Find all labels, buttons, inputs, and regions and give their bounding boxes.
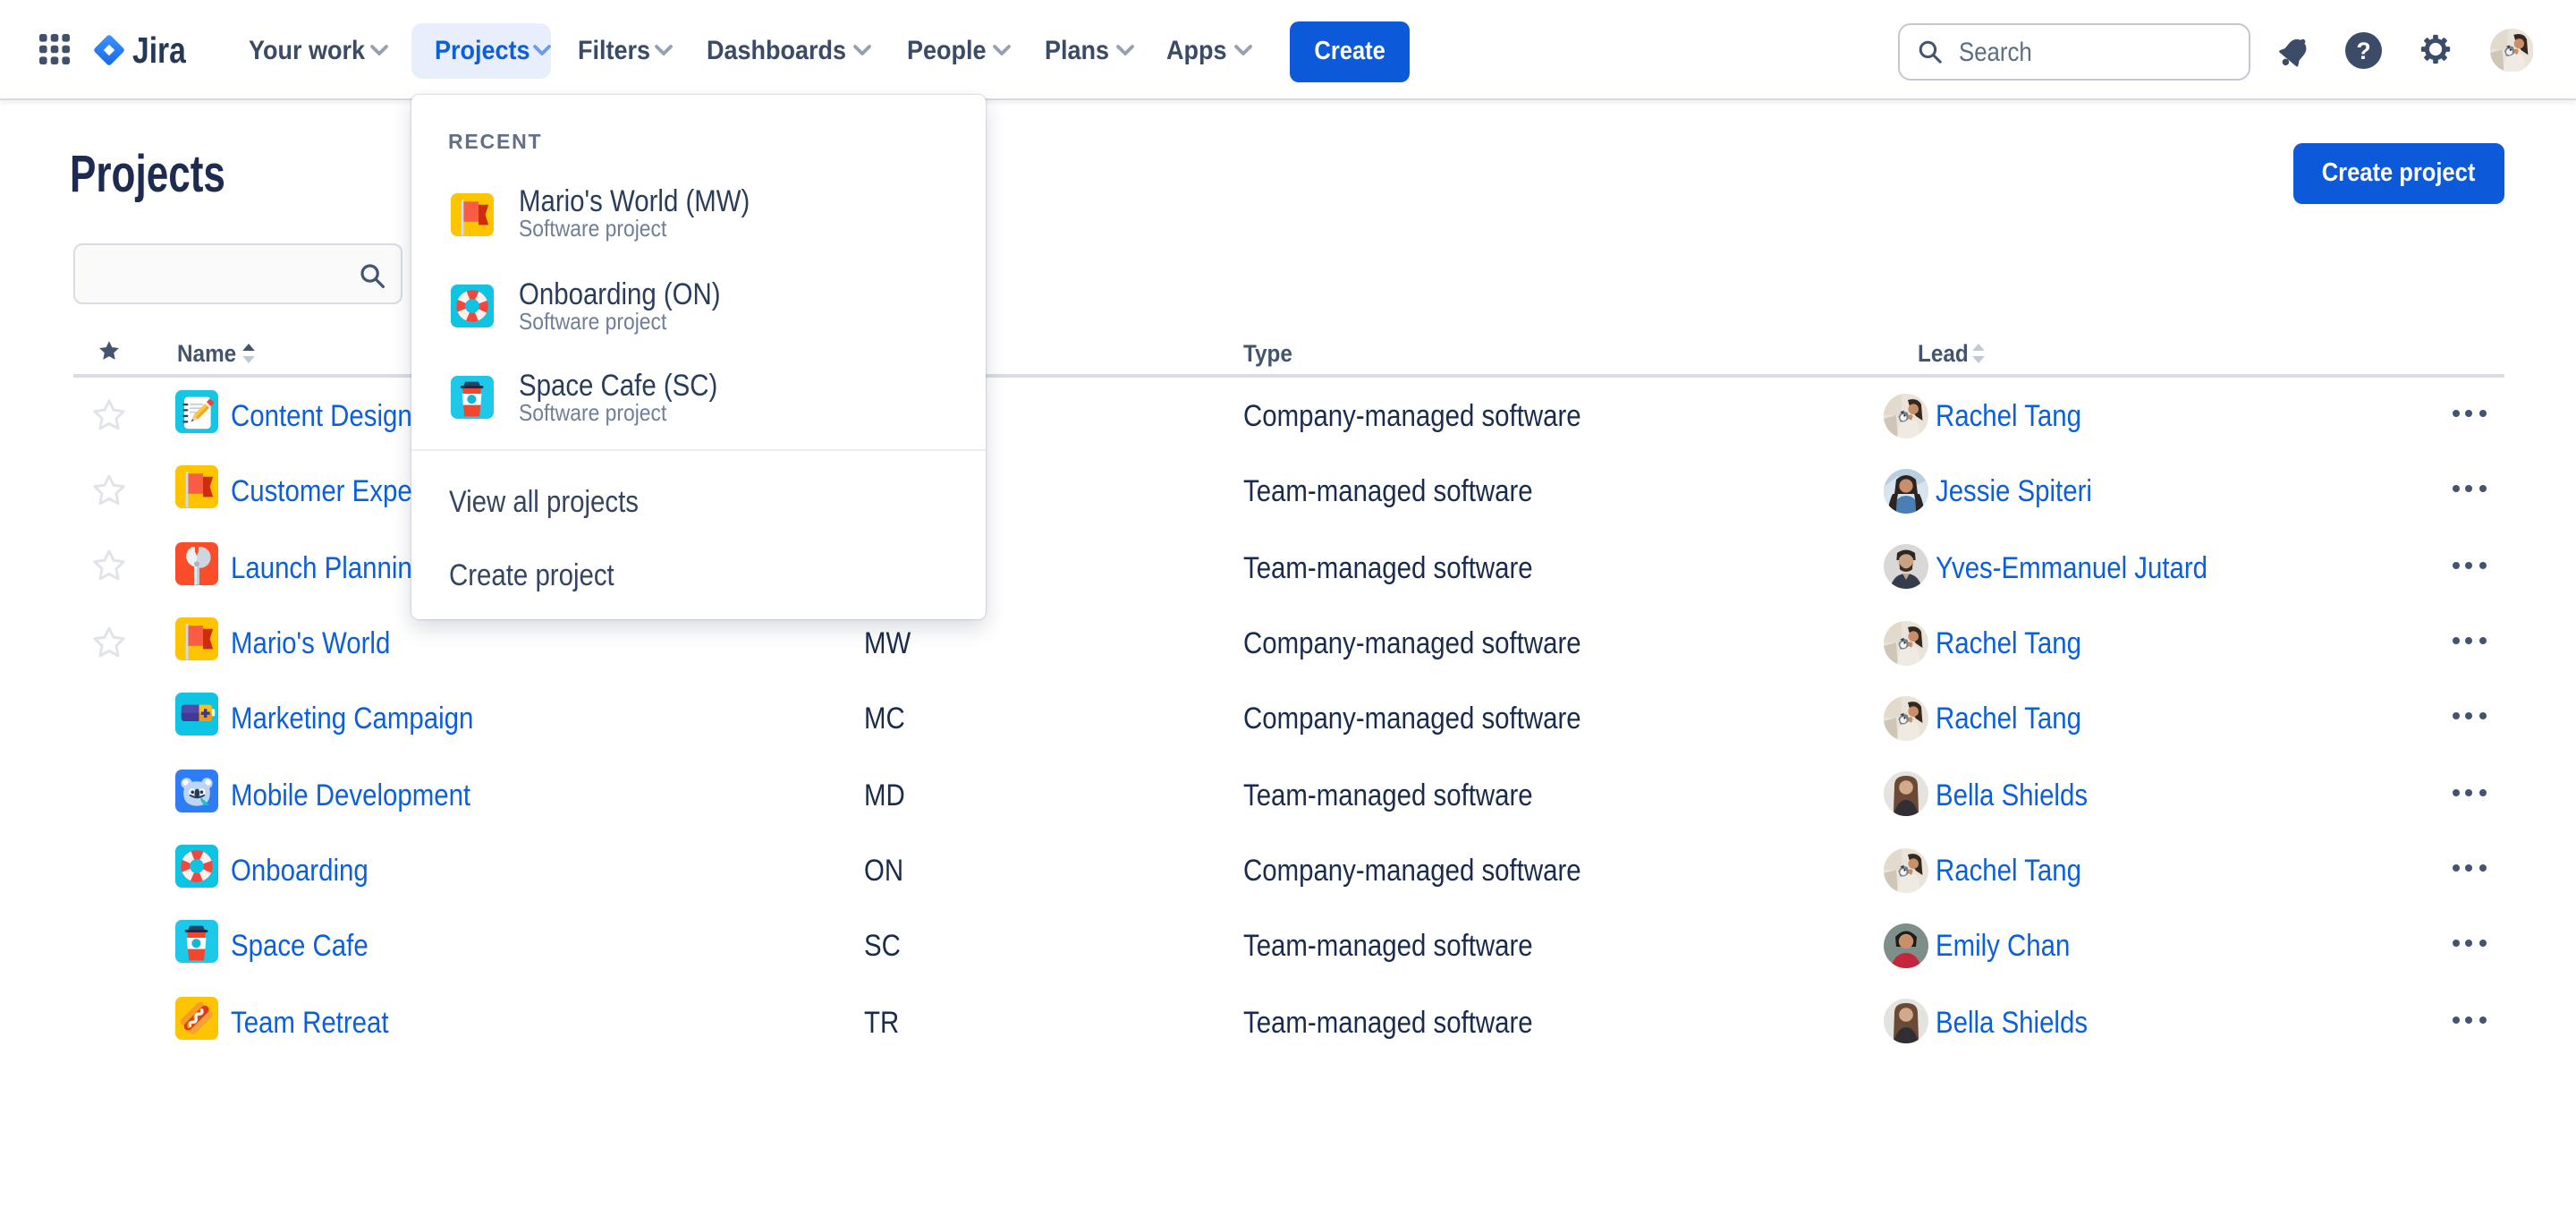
svg-text:?: ?: [2357, 38, 2371, 64]
